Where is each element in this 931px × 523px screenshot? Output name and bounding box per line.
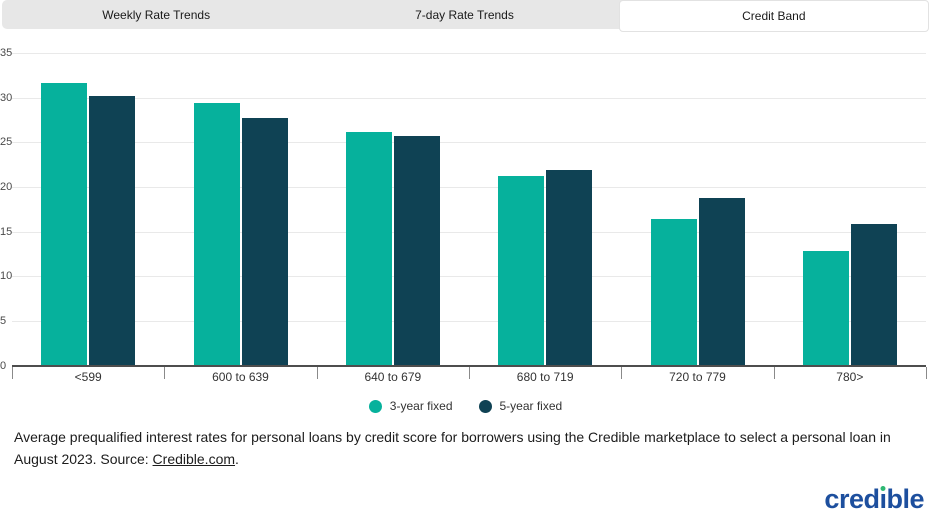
gridline <box>12 231 926 233</box>
bar-3-year-fixed <box>345 131 392 366</box>
x-axis-tick <box>621 366 623 379</box>
x-axis-label: 720 to 779 <box>669 369 726 384</box>
y-axis-tick-label: 5 <box>0 314 7 327</box>
y-axis-tick-label: 20 <box>0 180 13 193</box>
x-axis-label: 600 to 639 <box>212 369 269 384</box>
x-axis-tick <box>926 366 927 379</box>
credible-logo: credı ble <box>824 486 924 513</box>
bar-3-year-fixed <box>802 251 849 366</box>
y-axis-tick-label: 10 <box>0 270 13 283</box>
bar-3-year-fixed <box>193 103 240 366</box>
y-axis-tick-label: 0 <box>0 359 7 372</box>
caption-source-link[interactable]: Credible.com <box>152 451 236 467</box>
caption-period: . <box>235 451 239 467</box>
bar-5-year-fixed <box>241 118 288 366</box>
bar-3-year-fixed <box>650 219 697 366</box>
caption-text: Average prequalified interest rates for … <box>14 429 891 467</box>
tab-7-day-rate-trends[interactable]: 7-day Rate Trends <box>415 7 514 22</box>
x-axis-label: 640 to 679 <box>364 369 422 384</box>
y-axis-tick-label: 35 <box>0 47 13 59</box>
legend-dot-icon <box>368 399 382 413</box>
legend-item-5-year-fixed: 5-year fixed <box>478 399 563 413</box>
x-axis-label: <599 <box>74 369 102 384</box>
gridline <box>12 97 926 99</box>
gridline <box>12 53 926 54</box>
y-axis-tick-label: 15 <box>0 225 13 238</box>
tab-weekly-rate-trends[interactable]: Weekly Rate Trends <box>102 7 211 22</box>
x-axis-line <box>12 364 926 367</box>
gridline <box>12 186 926 188</box>
logo-text-part2: ble <box>886 484 924 514</box>
gridline <box>12 320 926 322</box>
gridline <box>12 142 926 144</box>
logo-text-part1: cred <box>824 484 880 514</box>
legend-label: 5-year fixed <box>499 399 563 413</box>
tab-bar: Weekly Rate Trends 7-day Rate Trends Cre… <box>2 0 929 32</box>
bar-5-year-fixed <box>393 136 440 366</box>
x-axis-tick <box>12 366 13 379</box>
caption: Average prequalified interest rates for … <box>14 426 920 470</box>
y-axis-tick-label: 30 <box>0 91 13 104</box>
bar-3-year-fixed <box>41 83 88 366</box>
x-axis-tick <box>773 366 775 379</box>
x-axis-label: 680 to 719 <box>516 369 574 384</box>
bar-3-year-fixed <box>498 176 545 366</box>
bar-5-year-fixed <box>546 169 593 366</box>
bar-5-year-fixed <box>89 95 136 366</box>
y-axis-tick-label: 25 <box>0 136 13 149</box>
gridline <box>12 276 926 278</box>
chart-legend: 3-year fixed 5-year fixed <box>0 399 931 413</box>
bar-5-year-fixed <box>850 223 897 366</box>
legend-dot-icon <box>478 399 492 413</box>
logo-green-dot-icon <box>880 486 886 491</box>
x-axis-tick <box>316 366 318 379</box>
bar-5-year-fixed <box>698 197 745 366</box>
x-axis-tick <box>469 366 470 379</box>
legend-item-3-year-fixed: 3-year fixed <box>368 399 453 413</box>
logo-letter-i: ı <box>879 484 887 514</box>
x-axis-tick <box>164 366 166 379</box>
x-axis-label: 780> <box>836 369 864 384</box>
legend-label: 3-year fixed <box>389 399 453 413</box>
tab-credit-band[interactable]: Credit Band <box>618 0 929 32</box>
